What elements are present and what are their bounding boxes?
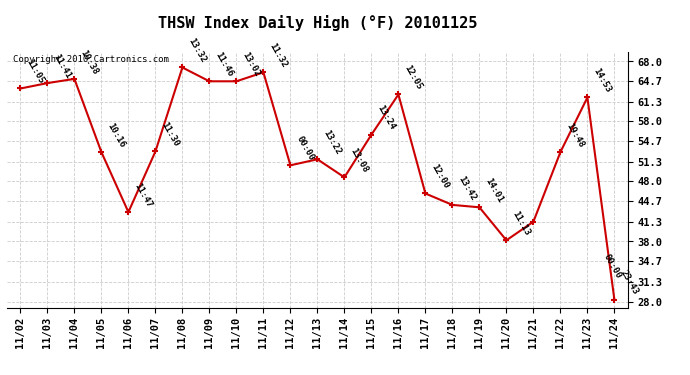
Text: 14:53: 14:53 <box>591 67 613 94</box>
Text: 12:00: 12:00 <box>429 163 451 190</box>
Text: 10:16: 10:16 <box>106 122 127 149</box>
Text: 11:05: 11:05 <box>24 58 46 86</box>
Text: 13:22: 13:22 <box>322 129 343 156</box>
Text: 14:01: 14:01 <box>484 177 504 204</box>
Text: 11:46: 11:46 <box>213 51 235 78</box>
Text: 13:08: 13:08 <box>348 147 370 174</box>
Text: 13:42: 13:42 <box>457 174 477 202</box>
Text: THSW Index Daily High (°F) 20101125: THSW Index Daily High (°F) 20101125 <box>158 15 477 31</box>
Text: Copyright 2010 Cartronics.com: Copyright 2010 Cartronics.com <box>13 55 169 64</box>
Text: 13:02: 13:02 <box>240 51 262 78</box>
Text: 11:13: 11:13 <box>511 210 532 237</box>
Text: 11:41: 11:41 <box>52 53 72 80</box>
Text: 11:30: 11:30 <box>159 121 181 148</box>
Text: 13:32: 13:32 <box>186 37 208 64</box>
Text: 12:05: 12:05 <box>402 64 424 92</box>
Text: 11:32: 11:32 <box>268 42 288 69</box>
Text: 19:48: 19:48 <box>564 122 586 149</box>
Text: 10:38: 10:38 <box>79 48 99 76</box>
Text: 23:43: 23:43 <box>618 269 640 297</box>
Text: 00:00: 00:00 <box>295 135 316 162</box>
Text: 11:47: 11:47 <box>132 182 154 209</box>
Text: 00:00: 00:00 <box>602 253 624 280</box>
Text: 13:24: 13:24 <box>375 104 397 132</box>
